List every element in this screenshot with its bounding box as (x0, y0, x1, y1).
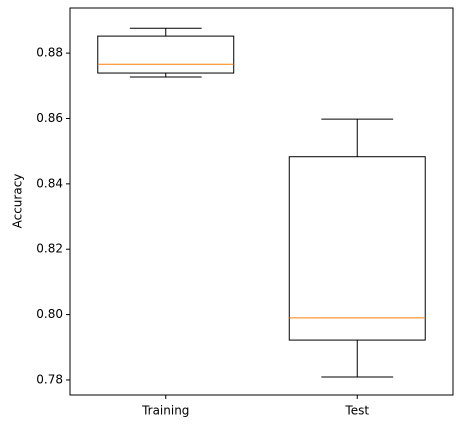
x-tick-label: Test (344, 404, 369, 418)
y-tick-label: 0.86 (36, 111, 63, 125)
y-tick-label: 0.78 (36, 372, 63, 386)
y-tick-label: 0.80 (36, 307, 63, 321)
box (97, 35, 235, 74)
y-tick-label: 0.82 (36, 242, 63, 256)
box (288, 156, 426, 341)
y-axis-label: Accuracy (11, 174, 25, 229)
plot-frame (69, 7, 454, 396)
y-tick-label: 0.84 (36, 176, 63, 190)
y-tick-label: 0.88 (36, 46, 63, 60)
x-tick-label: Training (141, 404, 189, 418)
